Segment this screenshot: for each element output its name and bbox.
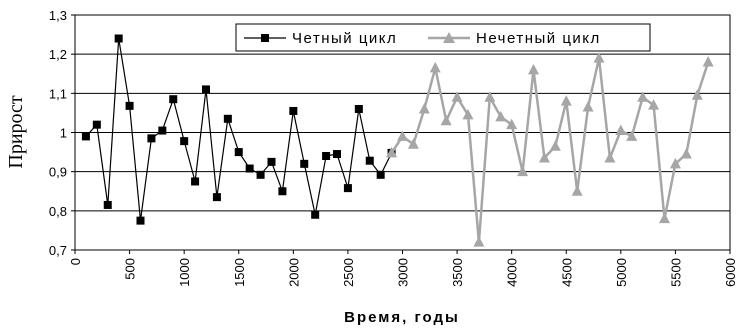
- data-point: [300, 159, 309, 168]
- x-tick-label: 2500: [341, 258, 356, 287]
- x-tick-label: 6000: [723, 258, 737, 287]
- data-point: [376, 170, 385, 179]
- data-point: [495, 110, 507, 122]
- data-point: [517, 165, 529, 177]
- data-point: [648, 99, 660, 110]
- data-point: [180, 137, 189, 146]
- data-point: [212, 193, 221, 202]
- data-point: [147, 134, 156, 143]
- x-tick-label: 1500: [232, 258, 247, 287]
- data-point: [158, 126, 167, 135]
- data-point: [365, 156, 374, 165]
- data-point: [191, 177, 200, 186]
- data-point: [202, 85, 210, 94]
- x-tick-label: 5500: [668, 258, 683, 287]
- data-point: [234, 148, 243, 157]
- data-point: [626, 130, 638, 141]
- y-axis-label: Прирост: [5, 95, 27, 169]
- x-tick-labels: 0 500 1000 1500 2000 2500 3000 3500 4000 4500 5000…: [68, 258, 737, 287]
- y-tick-label: 1,1: [49, 86, 67, 101]
- data-point: [322, 152, 331, 160]
- data-point: [462, 108, 474, 120]
- data-point: [114, 34, 123, 43]
- series-line-0: [85, 37, 393, 222]
- data-point: [604, 151, 616, 163]
- series-layer: [81, 34, 714, 247]
- data-point: [506, 118, 518, 130]
- legend-marker-odd: [443, 32, 455, 43]
- data-point: [407, 138, 419, 149]
- data-point: [702, 56, 714, 67]
- data-point: [136, 216, 145, 225]
- legend-label-odd: Нечетный цикл: [476, 30, 601, 47]
- data-point: [538, 151, 550, 163]
- series-line-1: [390, 56, 710, 244]
- x-tick-label: 3000: [396, 258, 411, 287]
- data-point: [473, 236, 485, 247]
- legend-label-even: Четный цикл: [292, 30, 397, 47]
- y-tick-label: 1: [60, 126, 67, 141]
- data-point: [680, 148, 692, 159]
- data-point: [289, 106, 298, 115]
- data-point: [267, 157, 276, 166]
- data-point: [81, 132, 90, 141]
- data-point: [256, 170, 265, 179]
- data-point: [223, 114, 232, 123]
- data-point: [311, 210, 320, 219]
- legend: Четный цикл Нечетный цикл: [235, 23, 651, 52]
- data-point: [440, 114, 452, 126]
- data-point: [397, 130, 408, 141]
- y-tick-labels: 0,7 0,8 0,9 1 1,1 1,2 1,3: [49, 8, 67, 258]
- y-tick-label: 0,8: [49, 204, 67, 219]
- data-point: [333, 150, 341, 159]
- data-point: [278, 187, 287, 196]
- data-point: [429, 61, 441, 73]
- data-point: [593, 52, 605, 63]
- data-point: [169, 95, 178, 104]
- data-point: [659, 212, 670, 224]
- legend-marker-even: [261, 34, 269, 42]
- data-point: [418, 103, 430, 114]
- x-tick-label: 3500: [450, 258, 465, 287]
- data-point: [92, 120, 101, 129]
- x-axis-label: Время, годы: [344, 309, 460, 326]
- data-point: [637, 91, 649, 102]
- y-tick-label: 1,2: [49, 47, 67, 62]
- data-point: [125, 101, 134, 110]
- x-tick-label: 5000: [614, 258, 629, 287]
- data-point: [343, 184, 352, 193]
- y-tick-label: 0,9: [49, 165, 67, 180]
- x-tick-label: 500: [123, 258, 138, 280]
- x-tick-label: 1000: [177, 258, 192, 287]
- x-tick-label: 2000: [286, 258, 301, 287]
- data-point: [582, 101, 594, 112]
- x-tick-label: 0: [68, 258, 83, 265]
- data-point: [549, 140, 561, 151]
- data-point: [386, 146, 398, 158]
- plot-frame: [74, 14, 731, 251]
- x-tick-label: 4500: [559, 258, 574, 287]
- y-tick-label: 1,3: [49, 8, 67, 23]
- data-point: [354, 105, 363, 113]
- data-point: [451, 91, 463, 102]
- data-point: [615, 124, 627, 136]
- data-point: [245, 164, 254, 173]
- data-point: [571, 185, 583, 196]
- x-tick-label: 4000: [505, 258, 520, 287]
- data-point: [669, 157, 681, 169]
- data-point: [528, 63, 539, 75]
- data-point: [691, 89, 703, 100]
- data-point: [560, 95, 572, 106]
- series-0: [81, 34, 396, 225]
- data-point: [103, 200, 112, 209]
- series-1: [386, 52, 714, 247]
- y-tick-label: 0,7: [49, 243, 67, 258]
- data-point: [484, 91, 496, 102]
